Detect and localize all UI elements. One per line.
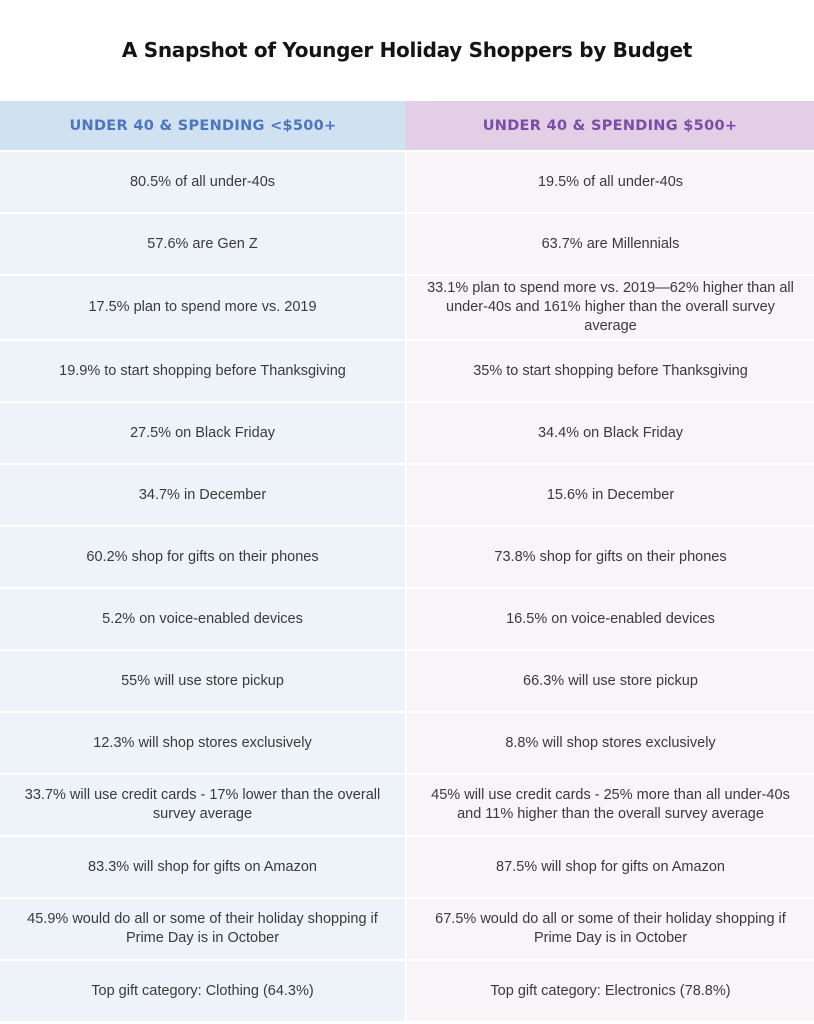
table-row: Top gift category: Clothing (64.3%) Top … xyxy=(0,959,814,1021)
table-cell: 45.9% would do all or some of their holi… xyxy=(0,897,407,960)
table-cell: 67.5% would do all or some of their holi… xyxy=(406,897,814,960)
chart-title: A Snapshot of Younger Holiday Shoppers b… xyxy=(121,37,693,62)
table-cell: 34.7% in December xyxy=(0,463,407,526)
table-row: 60.2% shop for gifts on their phones 73.… xyxy=(0,525,814,588)
table-cell: 12.3% will shop stores exclusively xyxy=(0,711,407,774)
table-row: 34.7% in December 15.6% in December xyxy=(0,463,814,526)
table-cell: 60.2% shop for gifts on their phones xyxy=(0,525,407,588)
table-cell: 80.5% of all under-40s xyxy=(0,150,407,213)
table-row: 55% will use store pickup 66.3% will use… xyxy=(0,649,814,712)
table-row: 33.7% will use credit cards - 17% lower … xyxy=(0,773,814,836)
table-cell: 19.9% to start shopping before Thanksgiv… xyxy=(0,339,407,402)
comparison-table: UNDER 40 & SPENDING <$500+ UNDER 40 & SP… xyxy=(0,101,814,1021)
table-cell: 16.5% on voice-enabled devices xyxy=(406,587,814,650)
table-cell: 87.5% will shop for gifts on Amazon xyxy=(406,835,814,898)
table-cell: 55% will use store pickup xyxy=(0,649,407,712)
table-cell: 66.3% will use store pickup xyxy=(406,649,814,712)
table-cell: Top gift category: Electronics (78.8%) xyxy=(406,959,814,1021)
table-cell: 34.4% on Black Friday xyxy=(406,401,814,464)
table-row: 5.2% on voice-enabled devices 16.5% on v… xyxy=(0,587,814,650)
table-cell: 33.7% will use credit cards - 17% lower … xyxy=(0,773,407,836)
table-row: 19.9% to start shopping before Thanksgiv… xyxy=(0,339,814,402)
table-cell: 8.8% will shop stores exclusively xyxy=(406,711,814,774)
table-cell: 15.6% in December xyxy=(406,463,814,526)
table-cell: Top gift category: Clothing (64.3%) xyxy=(0,959,407,1021)
table-cell: 5.2% on voice-enabled devices xyxy=(0,587,407,650)
table-cell: 63.7% are Millennials xyxy=(406,212,814,275)
table-row: 57.6% are Gen Z 63.7% are Millennials xyxy=(0,212,814,275)
table-row: 27.5% on Black Friday 34.4% on Black Fri… xyxy=(0,401,814,464)
table-cell: 19.5% of all under-40s xyxy=(406,150,814,213)
table-row: 45.9% would do all or some of their holi… xyxy=(0,897,814,960)
header-row: UNDER 40 & SPENDING <$500+ UNDER 40 & SP… xyxy=(0,101,814,151)
column-header-over-500: UNDER 40 & SPENDING $500+ xyxy=(406,101,814,151)
table-row: 17.5% plan to spend more vs. 2019 33.1% … xyxy=(0,274,814,340)
table-cell: 35% to start shopping before Thanksgivin… xyxy=(406,339,814,402)
table-cell: 57.6% are Gen Z xyxy=(0,212,407,275)
table-row: 83.3% will shop for gifts on Amazon 87.5… xyxy=(0,835,814,898)
table-cell: 27.5% on Black Friday xyxy=(0,401,407,464)
table-cell: 45% will use credit cards - 25% more tha… xyxy=(406,773,814,836)
table-cell: 33.1% plan to spend more vs. 2019—62% hi… xyxy=(406,274,814,340)
column-header-under-500: UNDER 40 & SPENDING <$500+ xyxy=(0,101,406,151)
table-cell: 83.3% will shop for gifts on Amazon xyxy=(0,835,407,898)
table-row: 12.3% will shop stores exclusively 8.8% … xyxy=(0,711,814,774)
table-row: 80.5% of all under-40s 19.5% of all unde… xyxy=(0,150,814,213)
table-cell: 73.8% shop for gifts on their phones xyxy=(406,525,814,588)
table-cell: 17.5% plan to spend more vs. 2019 xyxy=(0,274,407,340)
